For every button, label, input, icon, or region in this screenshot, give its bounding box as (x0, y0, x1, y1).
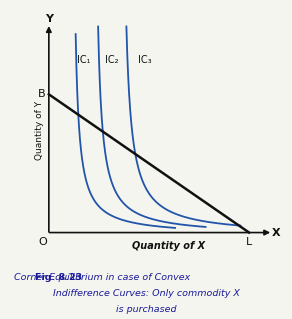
Text: B: B (37, 89, 45, 99)
Text: Corner Equilibrium in case of Convex: Corner Equilibrium in case of Convex (14, 273, 190, 282)
Text: IC₃: IC₃ (138, 55, 152, 65)
Text: IC₁: IC₁ (77, 55, 91, 65)
Text: O: O (38, 237, 47, 247)
Text: L: L (246, 237, 252, 247)
Text: Y: Y (45, 14, 53, 24)
Text: Quantity of X: Quantity of X (132, 241, 205, 251)
Text: is purchased: is purchased (116, 305, 176, 314)
Text: Indifference Curves: Only commodity X: Indifference Curves: Only commodity X (53, 289, 239, 298)
Text: Fig. 8.23: Fig. 8.23 (35, 273, 82, 282)
Text: X: X (272, 227, 281, 238)
Text: IC₂: IC₂ (105, 55, 119, 65)
Text: Quantity of Y: Quantity of Y (34, 101, 44, 160)
